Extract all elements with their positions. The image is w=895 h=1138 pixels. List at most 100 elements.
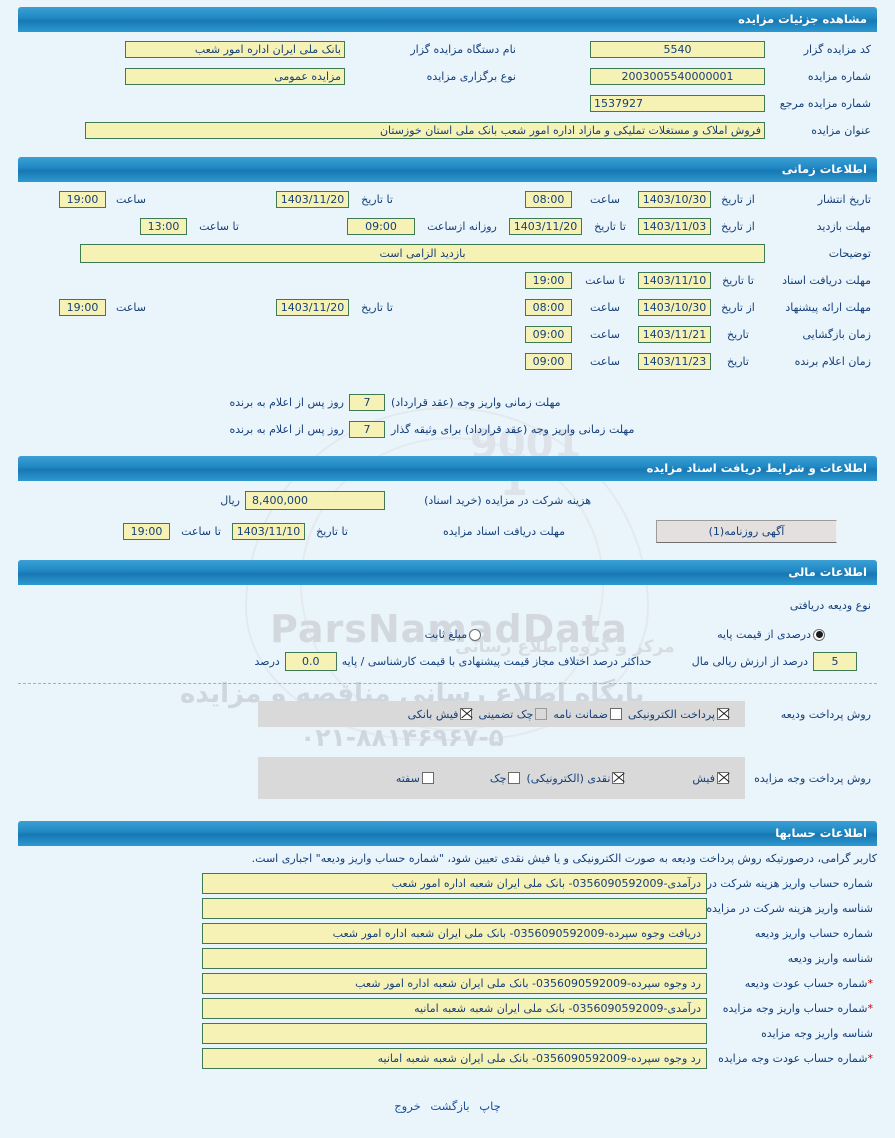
row-payment-deadline-guarantor: مهلت زمانی واریز وجه (عقد قرارداد) برای … <box>18 416 877 443</box>
radio-percent-of-base-price[interactable] <box>813 628 825 641</box>
label-holding-type: نوع برگزاری مزایده <box>426 70 516 83</box>
section-header-timing: اطلاعات زمانی <box>18 157 877 182</box>
exit-link[interactable]: خروج <box>394 1099 421 1113</box>
value-account-auction-payment: درآمدی-0356090592009- بانک ملی ایران شعب… <box>202 998 707 1019</box>
value-holding-type: مزایده عمومی <box>125 68 345 85</box>
section-body-accounts: شماره حساب واریز هزینه شرکت در مزایده در… <box>0 869 895 1077</box>
value-account-auction-return: رد وجوه سپرده-0356090592009- بانک ملی ای… <box>202 1048 707 1069</box>
table-row: *شماره حساب عودت وجه مزایده رد وجوه سپرد… <box>18 1046 877 1071</box>
row-deposit-option: درصدی از قیمت پایه مبلغ ثابت <box>18 621 877 648</box>
label-percent-of-base-price: درصدی از قیمت پایه <box>717 628 811 641</box>
value-account-deposit-return: رد وجوه سپرده-0356090592009- بانک ملی ای… <box>202 973 707 994</box>
row-payment-deadline: مهلت زمانی واریز وجه (عقد قرارداد) 7 روز… <box>18 389 877 416</box>
section-header-details: مشاهده جزئیات مزایده <box>18 7 877 32</box>
section-body-documents: هزینه شرکت در مزایده (خرید اسناد) 8,400,… <box>0 481 895 553</box>
label-account-deposit: شماره حساب واریز ودیعه <box>754 927 873 940</box>
value-publish-from-time: 08:00 <box>525 191 572 208</box>
section-body-financial: نوع ودیعه دریافتی درصدی از قیمت پایه مبل… <box>0 585 895 814</box>
label-account-auction-return: *شماره حساب عودت وجه مزایده <box>707 1052 877 1065</box>
row-auction-number: شماره مزایده 2003005540000001 نوع برگزار… <box>18 63 877 90</box>
value-percent-of-asset: 5 <box>813 652 857 671</box>
label-auction-number: شماره مزایده <box>807 70 871 83</box>
label-fixed-amount: مبلغ ثابت <box>424 628 468 641</box>
label-id-participation-fee: شناسه واریز هزینه شرکت در مزایده <box>706 902 873 915</box>
value-offer-to-date: 1403/11/20 <box>276 299 349 316</box>
table-row: *شماره حساب واریز وجه مزایده درآمدی-0356… <box>18 996 877 1021</box>
value-visit-to-date: 1403/11/20 <box>509 218 582 235</box>
label-opening-date: تاریخ <box>727 328 749 341</box>
table-row: شناسه واریز وجه مزایده <box>18 1021 877 1046</box>
label-account-deposit-return: *شماره حساب عودت ودیعه <box>707 977 877 990</box>
financial-divider <box>18 683 877 684</box>
label-cheque: چک <box>489 771 507 785</box>
checkbox-promissory-note[interactable] <box>421 772 434 784</box>
value-winner-time: 09:00 <box>525 353 572 370</box>
label-docs-hour: تا ساعت <box>585 274 625 287</box>
value-opening-date: 1403/11/21 <box>638 326 711 343</box>
value-opening-time: 09:00 <box>525 326 572 343</box>
section-header-financial: اطلاعات مالی <box>18 560 877 585</box>
label-publish-hour: ساعت <box>590 193 620 206</box>
value-docs-receive-time: 19:00 <box>123 522 170 540</box>
section-header-documents: اطلاعات و شرایط دریافت اسناد مزایده <box>18 456 877 481</box>
label-docs-to: تا تاریخ <box>722 274 754 287</box>
label-opening-hour: ساعت <box>590 328 620 341</box>
section-body-details: کد مزایده گزار 5540 نام دستگاه مزایده گز… <box>0 32 895 150</box>
value-id-deposit <box>202 948 707 969</box>
value-id-participation-fee <box>202 898 707 919</box>
checkbox-bank-receipt[interactable] <box>460 708 473 720</box>
label-offer-to-hour: ساعت <box>116 301 146 314</box>
label-ref-number: شماره مزایده مرجع <box>779 97 871 110</box>
label-notes: توضیحات <box>828 247 871 260</box>
checkbox-cheque[interactable] <box>508 772 521 784</box>
value-account-participation-fee: درآمدی-0356090592009- بانک ملی ایران شعب… <box>202 873 707 894</box>
value-payment-deadline-guarantor: 7 <box>349 421 385 438</box>
row-participation-fee: هزینه شرکت در مزایده (خرید اسناد) 8,400,… <box>18 485 877 515</box>
label-auctioneer-code: کد مزایده گزار <box>803 43 871 56</box>
label-publish-from: از تاریخ <box>721 193 755 206</box>
label-publish-date: تاریخ انتشار <box>817 193 871 206</box>
label-offer-deadline: مهلت ارائه پیشنهاد <box>785 301 871 314</box>
label-id-auction-payment: شناسه واریز وجه مزایده <box>761 1027 873 1040</box>
label-visit-deadline: مهلت بازدید <box>816 220 871 233</box>
value-payment-deadline: 7 <box>349 394 385 411</box>
label-payment-deadline: مهلت زمانی واریز وجه (عقد قرارداد) <box>391 396 561 409</box>
radio-fixed-amount[interactable] <box>469 628 482 641</box>
checkbox-cash-electronic[interactable] <box>612 772 625 784</box>
row-offer-deadline: مهلت ارائه پیشنهاد از تاریخ 1403/10/30 س… <box>18 294 877 321</box>
row-auctioneer-code: کد مزایده گزار 5540 نام دستگاه مزایده گز… <box>18 36 877 63</box>
label-bank-receipt: فیش بانکی <box>407 707 459 721</box>
label-fee-currency: ریال <box>220 493 240 507</box>
label-electronic-payment: پرداخت الکترونیکی <box>628 707 715 721</box>
label-winner-hour: ساعت <box>590 355 620 368</box>
value-visit-from-date: 1403/11/03 <box>638 218 711 235</box>
checkbox-guarantee-letter[interactable] <box>610 708 622 720</box>
row-notes: توضیحات بازدید الزامی است <box>18 240 877 267</box>
label-opening-time: زمان بازگشایی <box>802 328 872 341</box>
label-payment-deadline-guarantor: مهلت زمانی واریز وجه (عقد قرارداد) برای … <box>391 423 635 436</box>
label-visit-from: از تاریخ <box>721 220 755 233</box>
value-notes: بازدید الزامی است <box>80 244 765 263</box>
deposit-payment-method-panel: پرداخت الکترونیکی ضمانت نامه چک تضمینی ف… <box>258 701 745 727</box>
value-account-deposit: دریافت وجوه سپرده-0356090592009- بانک مل… <box>202 923 707 944</box>
row-deposit-payment-method: روش پرداخت ودیعه پرداخت الکترونیکی ضمانت… <box>18 700 877 728</box>
newspaper-ad-button[interactable]: آگهی روزنامه(1) <box>656 519 837 543</box>
checkbox-guaranteed-cheque[interactable] <box>535 708 548 720</box>
label-auction-payment-method: روش پرداخت وجه مزایده <box>754 771 871 785</box>
value-docs-to-date: 1403/11/10 <box>638 272 711 289</box>
print-link[interactable]: چاپ <box>479 1099 501 1113</box>
table-row: *شماره حساب عودت ودیعه رد وجوه سپرده-035… <box>18 971 877 996</box>
checkbox-electronic-payment[interactable] <box>717 708 729 720</box>
label-visit-to: تا تاریخ <box>594 220 626 233</box>
label-account-participation-fee: شماره حساب واریز هزینه شرکت در مزایده <box>673 877 873 890</box>
row-opening-time: زمان بازگشایی تاریخ 1403/11/21 ساعت 09:0… <box>18 321 877 348</box>
back-link[interactable]: بازگشت <box>430 1099 470 1113</box>
label-winner-date: تاریخ <box>727 355 749 368</box>
row-percent-value: 5 درصد از ارزش ریالی مال حداکثر درصد اخت… <box>18 648 877 675</box>
checkbox-receipt[interactable] <box>717 772 729 784</box>
row-ref-number: شماره مزایده مرجع 1537927 <box>18 90 877 117</box>
label-guaranteed-cheque: چک تضمینی <box>478 707 534 721</box>
value-docs-receive-date: 1403/11/10 <box>232 522 305 540</box>
label-participation-fee: هزینه شرکت در مزایده (خرید اسناد) <box>424 493 591 507</box>
value-id-auction-payment <box>202 1023 707 1044</box>
